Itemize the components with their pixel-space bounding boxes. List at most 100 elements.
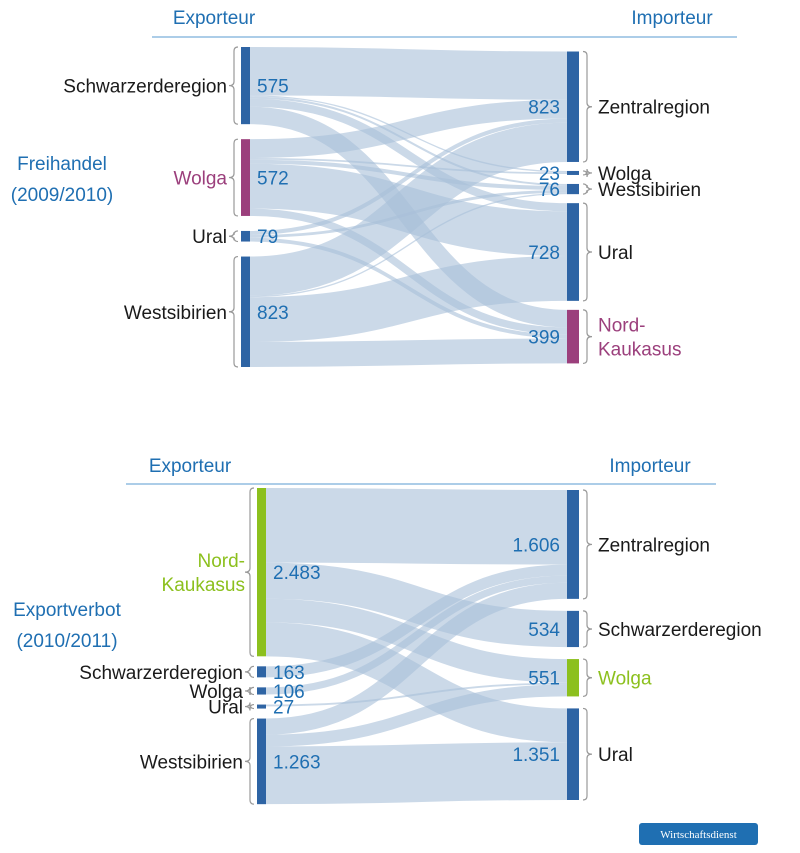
flow-wolga-to-nord-kaukasus [249, 208, 568, 335]
source-bar [257, 687, 266, 695]
flow-nord-kaukasus-to-schwarzerderegion [265, 562, 568, 648]
source-label: Ural [192, 227, 227, 248]
source-node-westsibirien: Westsibirien 1.263 [140, 717, 321, 805]
target-node-schwarzerderegion: Schwarzerderegion 534 [528, 610, 762, 648]
target-value: 823 [528, 98, 560, 119]
target-value: 551 [528, 669, 560, 690]
source-brace [228, 255, 239, 368]
flow-westsibirien-to-ural [249, 256, 568, 343]
target-label: Wolga [598, 164, 652, 185]
source-bar [241, 230, 250, 242]
exportverbot-sankey-panel: Exporteur Importeur Exportverbot (2010/2011… [13, 456, 762, 805]
flow-links [249, 46, 568, 367]
flow-nord-kaukasus-to-ural [265, 622, 568, 743]
source-label: Westsibirien [140, 752, 243, 773]
target-value: 1.606 [512, 535, 560, 556]
source-bar [241, 47, 250, 125]
source-brace [228, 138, 239, 217]
flow-wolga-to-zentralregion [265, 575, 568, 695]
target-bar [567, 659, 579, 697]
target-brace [582, 658, 593, 698]
target-bar [567, 203, 579, 301]
flow-schwarzerderegion-to-westsibirien [249, 96, 568, 186]
target-node-westsibirien: Westsibirien 76 [539, 180, 701, 201]
wirtschaftsdienst-badge: Wirtschaftsdienst [639, 823, 758, 845]
source-value: 823 [257, 303, 289, 324]
target-label: Schwarzerderegion [598, 620, 762, 641]
target-node-zentralregion: Zentralregion 1.606 [512, 489, 710, 600]
target-label: Wolga [598, 669, 652, 690]
target-brace [582, 707, 593, 801]
target-value: 728 [528, 243, 560, 264]
source-bar [257, 666, 266, 678]
importer-header: Importeur [609, 456, 691, 477]
flow-westsibirien-to-zentralregion [249, 122, 568, 296]
source-brace [228, 230, 239, 243]
scenario-period: (2009/2010) [11, 185, 113, 206]
target-label: Ural [598, 243, 633, 264]
target-value: 534 [528, 620, 560, 641]
flow-westsibirien-to-zentralregion [265, 582, 568, 735]
source-bar [257, 488, 266, 657]
source-node-ural: Ural 79 [192, 227, 278, 248]
target-value: 76 [539, 180, 560, 201]
target-node-ural: Ural 1.351 [512, 707, 633, 801]
flow-ural-to-wolga [265, 682, 568, 707]
target-node-ural: Ural 728 [528, 202, 633, 302]
target-brace [582, 168, 593, 177]
target-label: Zentralregion [598, 98, 710, 119]
badge-label: Wirtschaftsdienst [660, 829, 737, 841]
source-value: 1.263 [273, 752, 321, 773]
source-brace [244, 487, 255, 657]
flow-schwarzerderegion-to-ural [249, 98, 568, 212]
scenario-period: (2010/2011) [16, 631, 117, 652]
target-value: 23 [539, 164, 560, 185]
source-value: 2.483 [273, 563, 321, 584]
source-value: 106 [273, 682, 305, 703]
target-brace [582, 309, 593, 365]
flow-westsibirien-to-nord-kaukasus [249, 338, 568, 367]
scenario-label: Exportverbot [13, 600, 121, 621]
freihandel-sankey-panel: Exporteur Importeur Freihandel (2009/2010) S… [11, 8, 737, 368]
source-value: 572 [257, 169, 289, 190]
target-bar [567, 708, 579, 800]
target-bar [567, 51, 579, 162]
source-label: Wolga [189, 682, 243, 703]
target-bar [567, 309, 579, 364]
source-node-nord-kaukasus: Nord- Kaukasus 2.483 [162, 487, 321, 657]
source-bar [257, 704, 266, 709]
flow-ural-to-zentralregion [249, 118, 568, 235]
source-value: 79 [257, 227, 278, 248]
source-brace [244, 702, 255, 711]
target-brace [582, 489, 593, 600]
source-bar [241, 256, 250, 367]
exporter-header: Exporteur [149, 456, 232, 477]
target-label-line2: Kaukasus [598, 340, 681, 361]
source-node-westsibirien: Westsibirien 823 [124, 255, 289, 368]
flow-links [265, 488, 568, 805]
source-brace [228, 46, 239, 125]
target-value: 1.351 [512, 745, 560, 766]
target-label: Ural [598, 745, 633, 766]
badge-background [639, 823, 758, 845]
source-label: Schwarzerderegion [63, 77, 227, 98]
flow-nord-kaukasus-to-wolga [265, 598, 568, 683]
source-node-wolga: Wolga 572 [173, 138, 289, 217]
target-bar [567, 610, 579, 648]
source-value: 575 [257, 77, 289, 98]
source-label: Wolga [173, 169, 227, 190]
target-brace [582, 183, 593, 195]
source-value: 27 [273, 698, 294, 719]
flow-wolga-to-wolga [249, 157, 568, 175]
target-label-line1: Nord- [598, 316, 646, 337]
source-label: Ural [208, 698, 243, 719]
source-label-line1: Nord- [197, 551, 245, 572]
target-value: 399 [528, 328, 560, 349]
flow-wolga-to-zentralregion [249, 99, 568, 158]
target-label: Westsibirien [598, 180, 701, 201]
target-label: Zentralregion [598, 535, 710, 556]
flow-nord-kaukasus-to-zentralregion [265, 488, 568, 565]
source-node-ural: Ural 27 [208, 698, 294, 719]
source-bar [241, 139, 250, 216]
